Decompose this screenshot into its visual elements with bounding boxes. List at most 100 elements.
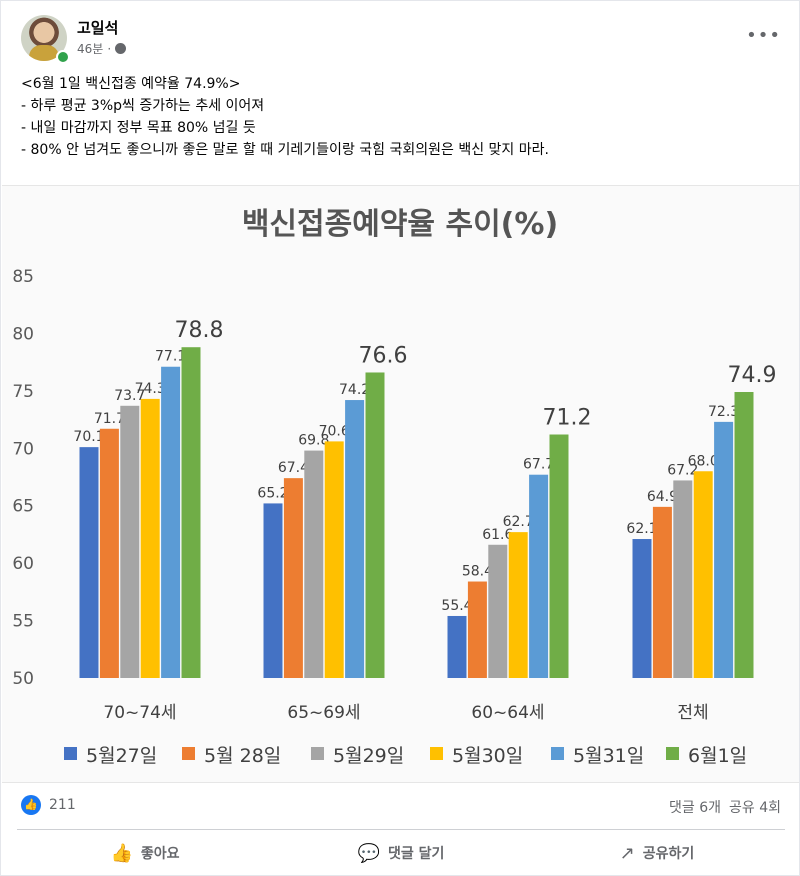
bar-data-label: 74.9 <box>728 363 777 388</box>
bar <box>467 581 487 678</box>
bar-data-label: 55.4 <box>441 598 472 614</box>
avatar[interactable] <box>21 15 67 61</box>
bar-data-label: 62.7 <box>503 514 534 530</box>
like-button[interactable]: 👍 좋아요 <box>17 835 273 871</box>
bar <box>673 480 693 678</box>
legend-swatch <box>311 747 324 760</box>
bar-data-label: 73.7 <box>114 388 145 404</box>
bar-data-label: 71.2 <box>543 406 592 431</box>
post-time[interactable]: 46분 <box>77 42 104 56</box>
thumbs-up-icon: 👍 <box>110 842 133 864</box>
bar <box>283 478 303 678</box>
bar <box>365 372 385 678</box>
legend-swatch <box>551 747 564 760</box>
bar-data-label: 70.1 <box>73 429 104 445</box>
legend-swatch <box>64 747 77 760</box>
y-tick-label: 55 <box>12 612 34 632</box>
bar-data-label: 71.7 <box>94 411 125 427</box>
bar-data-label: 74.3 <box>135 381 166 397</box>
bar-data-label: 67.7 <box>523 457 554 473</box>
comment-count[interactable]: 댓글 6개 <box>669 800 721 816</box>
post-header: 고일석 46분 · ••• <box>21 15 791 65</box>
legend-label: 6월1일 <box>688 745 747 767</box>
share-count[interactable]: 공유 4회 <box>729 800 781 816</box>
post-image-chart[interactable]: 백신접종예약율 추이(%) 50 55 60 65 70 75 80 85 70.1 71.7 7… <box>2 185 799 783</box>
legend-swatch <box>182 747 195 760</box>
bar-data-label: 77.1 <box>155 349 186 365</box>
bar-data-label: 76.6 <box>359 343 408 368</box>
like-reaction-icon[interactable]: 👍 <box>21 795 41 815</box>
bar <box>120 405 140 678</box>
bar <box>304 450 324 678</box>
globe-icon <box>115 43 127 54</box>
bar <box>345 400 365 678</box>
bar <box>161 366 181 678</box>
meta-separator: · <box>107 41 112 56</box>
more-horizontal-icon[interactable]: ••• <box>746 25 781 46</box>
avatar-figure <box>29 45 59 61</box>
share-button[interactable]: ↗ 공유하기 <box>529 835 785 871</box>
y-tick-label: 60 <box>12 554 34 574</box>
x-category-label: 70~74세 <box>103 703 176 723</box>
post-meta: 46분 · <box>77 40 127 57</box>
legend-label: 5월27일 <box>86 745 157 767</box>
bar <box>447 615 467 678</box>
bar-data-label: 61.6 <box>482 527 513 543</box>
bar-data-label: 78.8 <box>175 318 224 343</box>
bar-data-label: 65.2 <box>257 485 288 501</box>
bar-data-label: 67.4 <box>278 460 309 476</box>
bar <box>693 471 713 678</box>
post-text-line: - 내일 마감까지 정부 목표 80% 넘길 듯 <box>21 120 256 136</box>
share-label: 공유하기 <box>642 846 695 862</box>
bar <box>488 544 508 678</box>
bar-data-label: 58.4 <box>462 564 493 580</box>
stats-right: 댓글 6개 공유 4회 <box>669 797 781 817</box>
legend-label: 5월30일 <box>452 745 523 767</box>
bar <box>79 447 99 678</box>
post-text-line: - 하루 평균 3%p씩 증가하는 추세 이어져 <box>21 98 265 114</box>
bar <box>632 539 652 678</box>
legend-label: 5월 28일 <box>204 745 281 767</box>
x-category-label: 65~69세 <box>287 703 360 723</box>
bar <box>529 474 549 678</box>
legend-swatch <box>666 747 679 760</box>
chart-title: 백신접종예약율 추이(%) <box>242 207 558 242</box>
post-text-line: - 80% 안 넘겨도 좋으니까 좋은 말로 할 때 기레기들이랑 국힘 국회의… <box>21 142 549 158</box>
bar <box>549 434 569 678</box>
comment-label: 댓글 달기 <box>388 846 445 862</box>
like-count[interactable]: 211 <box>49 797 76 813</box>
author-name[interactable]: 고일석 <box>77 19 119 37</box>
bar <box>714 421 734 678</box>
bar-data-label: 64.9 <box>647 489 678 505</box>
bar-data-label: 74.2 <box>339 382 370 398</box>
y-tick-label: 85 <box>12 267 34 287</box>
bar-data-label: 62.1 <box>626 521 657 537</box>
x-category-label: 60~64세 <box>471 703 544 723</box>
share-icon: ↗ <box>619 842 635 864</box>
y-tick-label: 80 <box>12 324 34 344</box>
bar <box>324 441 344 678</box>
online-status-icon <box>56 50 70 64</box>
y-tick-label: 75 <box>12 382 34 402</box>
bar <box>734 392 754 678</box>
post-text: <6월 1일 백신접종 예약율 74.9%> - 하루 평균 3%p씩 증가하는… <box>21 73 781 161</box>
bar-chart: 백신접종예약율 추이(%) 50 55 60 65 70 75 80 85 70.1 71.7 7… <box>12 207 777 767</box>
like-label: 좋아요 <box>140 846 180 862</box>
comment-icon: 💬 <box>357 842 380 864</box>
bar-data-label: 68.0 <box>688 453 719 469</box>
x-category-label: 전체 <box>677 703 708 723</box>
post-text-line: <6월 1일 백신접종 예약율 74.9%> <box>21 76 241 92</box>
legend-swatch <box>430 747 443 760</box>
y-tick-label: 70 <box>12 439 34 459</box>
action-bar: 👍 좋아요 💬 댓글 달기 ↗ 공유하기 <box>17 835 785 871</box>
bar-data-label: 70.6 <box>319 423 350 439</box>
comment-button[interactable]: 💬 댓글 달기 <box>273 835 529 871</box>
bar-data-label: 69.8 <box>298 433 329 449</box>
bar <box>140 398 160 678</box>
bar-data-label: 72.3 <box>708 404 739 420</box>
bar-data-label: 67.2 <box>667 462 698 478</box>
bar <box>652 506 672 678</box>
bar <box>181 347 201 678</box>
bar <box>263 503 283 678</box>
